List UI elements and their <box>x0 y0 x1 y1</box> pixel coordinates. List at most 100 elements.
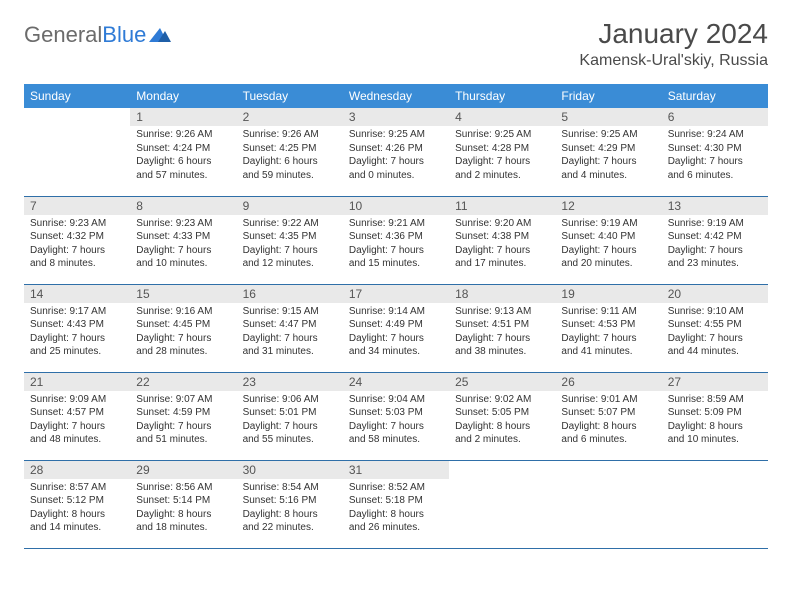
day-number: 1 <box>130 108 236 126</box>
calendar-day: 10Sunrise: 9:21 AMSunset: 4:36 PMDayligh… <box>343 196 449 284</box>
day-details: Sunrise: 9:17 AMSunset: 4:43 PMDaylight:… <box>24 303 130 363</box>
day-number: 17 <box>343 285 449 303</box>
day-details: Sunrise: 9:06 AMSunset: 5:01 PMDaylight:… <box>237 391 343 451</box>
calendar-day: 29Sunrise: 8:56 AMSunset: 5:14 PMDayligh… <box>130 460 236 548</box>
day-number: 22 <box>130 373 236 391</box>
day-header: Sunday <box>24 84 130 108</box>
calendar-day: 3Sunrise: 9:25 AMSunset: 4:26 PMDaylight… <box>343 108 449 196</box>
month-title: January 2024 <box>579 18 768 50</box>
day-header-row: SundayMondayTuesdayWednesdayThursdayFrid… <box>24 84 768 108</box>
day-details: Sunrise: 9:26 AMSunset: 4:25 PMDaylight:… <box>237 126 343 186</box>
day-number: 30 <box>237 461 343 479</box>
calendar-day: .. <box>24 108 130 196</box>
calendar-day: 27Sunrise: 8:59 AMSunset: 5:09 PMDayligh… <box>662 372 768 460</box>
calendar-day: 7Sunrise: 9:23 AMSunset: 4:32 PMDaylight… <box>24 196 130 284</box>
calendar-day: 8Sunrise: 9:23 AMSunset: 4:33 PMDaylight… <box>130 196 236 284</box>
triangle-icon <box>149 22 171 48</box>
calendar-day: 21Sunrise: 9:09 AMSunset: 4:57 PMDayligh… <box>24 372 130 460</box>
calendar-day: 2Sunrise: 9:26 AMSunset: 4:25 PMDaylight… <box>237 108 343 196</box>
day-details: Sunrise: 9:02 AMSunset: 5:05 PMDaylight:… <box>449 391 555 451</box>
calendar-day: 16Sunrise: 9:15 AMSunset: 4:47 PMDayligh… <box>237 284 343 372</box>
day-number: 25 <box>449 373 555 391</box>
calendar-day: 13Sunrise: 9:19 AMSunset: 4:42 PMDayligh… <box>662 196 768 284</box>
calendar-day: 6Sunrise: 9:24 AMSunset: 4:30 PMDaylight… <box>662 108 768 196</box>
calendar-day: 30Sunrise: 8:54 AMSunset: 5:16 PMDayligh… <box>237 460 343 548</box>
calendar-day: 9Sunrise: 9:22 AMSunset: 4:35 PMDaylight… <box>237 196 343 284</box>
day-details: Sunrise: 9:23 AMSunset: 4:32 PMDaylight:… <box>24 215 130 275</box>
day-number: 23 <box>237 373 343 391</box>
calendar-day: .. <box>555 460 661 548</box>
day-number: 12 <box>555 197 661 215</box>
brand-logo: GeneralBlue <box>24 18 171 48</box>
calendar-day: 4Sunrise: 9:25 AMSunset: 4:28 PMDaylight… <box>449 108 555 196</box>
calendar-week: 21Sunrise: 9:09 AMSunset: 4:57 PMDayligh… <box>24 372 768 460</box>
calendar-week: 14Sunrise: 9:17 AMSunset: 4:43 PMDayligh… <box>24 284 768 372</box>
calendar-day: 12Sunrise: 9:19 AMSunset: 4:40 PMDayligh… <box>555 196 661 284</box>
day-details: Sunrise: 9:24 AMSunset: 4:30 PMDaylight:… <box>662 126 768 186</box>
calendar-head: SundayMondayTuesdayWednesdayThursdayFrid… <box>24 84 768 108</box>
day-number: 4 <box>449 108 555 126</box>
day-number: 8 <box>130 197 236 215</box>
calendar-day: 24Sunrise: 9:04 AMSunset: 5:03 PMDayligh… <box>343 372 449 460</box>
day-number: 31 <box>343 461 449 479</box>
day-number: 9 <box>237 197 343 215</box>
day-header: Thursday <box>449 84 555 108</box>
calendar-day: 1Sunrise: 9:26 AMSunset: 4:24 PMDaylight… <box>130 108 236 196</box>
day-details: Sunrise: 9:15 AMSunset: 4:47 PMDaylight:… <box>237 303 343 363</box>
day-number: 2 <box>237 108 343 126</box>
calendar-week: 28Sunrise: 8:57 AMSunset: 5:12 PMDayligh… <box>24 460 768 548</box>
day-header: Wednesday <box>343 84 449 108</box>
calendar-day: 19Sunrise: 9:11 AMSunset: 4:53 PMDayligh… <box>555 284 661 372</box>
calendar-week: ..1Sunrise: 9:26 AMSunset: 4:24 PMDaylig… <box>24 108 768 196</box>
day-details: Sunrise: 8:54 AMSunset: 5:16 PMDaylight:… <box>237 479 343 539</box>
day-number: 27 <box>662 373 768 391</box>
brand-part1: General <box>24 22 102 48</box>
calendar-day: 22Sunrise: 9:07 AMSunset: 4:59 PMDayligh… <box>130 372 236 460</box>
day-header: Monday <box>130 84 236 108</box>
day-details: Sunrise: 9:26 AMSunset: 4:24 PMDaylight:… <box>130 126 236 186</box>
day-details: Sunrise: 9:07 AMSunset: 4:59 PMDaylight:… <box>130 391 236 451</box>
day-details: Sunrise: 9:16 AMSunset: 4:45 PMDaylight:… <box>130 303 236 363</box>
day-number: 7 <box>24 197 130 215</box>
title-block: January 2024 Kamensk-Ural'skiy, Russia <box>579 18 768 70</box>
calendar-day: 5Sunrise: 9:25 AMSunset: 4:29 PMDaylight… <box>555 108 661 196</box>
calendar-day: 31Sunrise: 8:52 AMSunset: 5:18 PMDayligh… <box>343 460 449 548</box>
calendar-body: ..1Sunrise: 9:26 AMSunset: 4:24 PMDaylig… <box>24 108 768 548</box>
day-details: Sunrise: 9:09 AMSunset: 4:57 PMDaylight:… <box>24 391 130 451</box>
day-number: 11 <box>449 197 555 215</box>
day-header: Tuesday <box>237 84 343 108</box>
day-header: Saturday <box>662 84 768 108</box>
day-details: Sunrise: 9:11 AMSunset: 4:53 PMDaylight:… <box>555 303 661 363</box>
day-number: 13 <box>662 197 768 215</box>
day-number: 15 <box>130 285 236 303</box>
location-label: Kamensk-Ural'skiy, Russia <box>579 52 768 70</box>
day-number: 29 <box>130 461 236 479</box>
day-number: 5 <box>555 108 661 126</box>
day-number: 26 <box>555 373 661 391</box>
day-header: Friday <box>555 84 661 108</box>
day-details: Sunrise: 9:25 AMSunset: 4:28 PMDaylight:… <box>449 126 555 186</box>
day-number: 24 <box>343 373 449 391</box>
calendar-day: .. <box>449 460 555 548</box>
day-details: Sunrise: 9:22 AMSunset: 4:35 PMDaylight:… <box>237 215 343 275</box>
calendar-day: 28Sunrise: 8:57 AMSunset: 5:12 PMDayligh… <box>24 460 130 548</box>
calendar-day: 18Sunrise: 9:13 AMSunset: 4:51 PMDayligh… <box>449 284 555 372</box>
calendar-day: 20Sunrise: 9:10 AMSunset: 4:55 PMDayligh… <box>662 284 768 372</box>
day-number: 19 <box>555 285 661 303</box>
day-details: Sunrise: 9:19 AMSunset: 4:42 PMDaylight:… <box>662 215 768 275</box>
day-number: 3 <box>343 108 449 126</box>
day-details: Sunrise: 9:25 AMSunset: 4:29 PMDaylight:… <box>555 126 661 186</box>
day-number: 21 <box>24 373 130 391</box>
day-details: Sunrise: 8:59 AMSunset: 5:09 PMDaylight:… <box>662 391 768 451</box>
calendar-week: 7Sunrise: 9:23 AMSunset: 4:32 PMDaylight… <box>24 196 768 284</box>
day-details: Sunrise: 9:13 AMSunset: 4:51 PMDaylight:… <box>449 303 555 363</box>
day-details: Sunrise: 8:57 AMSunset: 5:12 PMDaylight:… <box>24 479 130 539</box>
page-header: GeneralBlue January 2024 Kamensk-Ural'sk… <box>24 18 768 70</box>
day-details: Sunrise: 8:52 AMSunset: 5:18 PMDaylight:… <box>343 479 449 539</box>
calendar-day: 25Sunrise: 9:02 AMSunset: 5:05 PMDayligh… <box>449 372 555 460</box>
calendar-day: 11Sunrise: 9:20 AMSunset: 4:38 PMDayligh… <box>449 196 555 284</box>
day-number: 16 <box>237 285 343 303</box>
day-details: Sunrise: 9:01 AMSunset: 5:07 PMDaylight:… <box>555 391 661 451</box>
calendar-day: 23Sunrise: 9:06 AMSunset: 5:01 PMDayligh… <box>237 372 343 460</box>
calendar-day: 15Sunrise: 9:16 AMSunset: 4:45 PMDayligh… <box>130 284 236 372</box>
